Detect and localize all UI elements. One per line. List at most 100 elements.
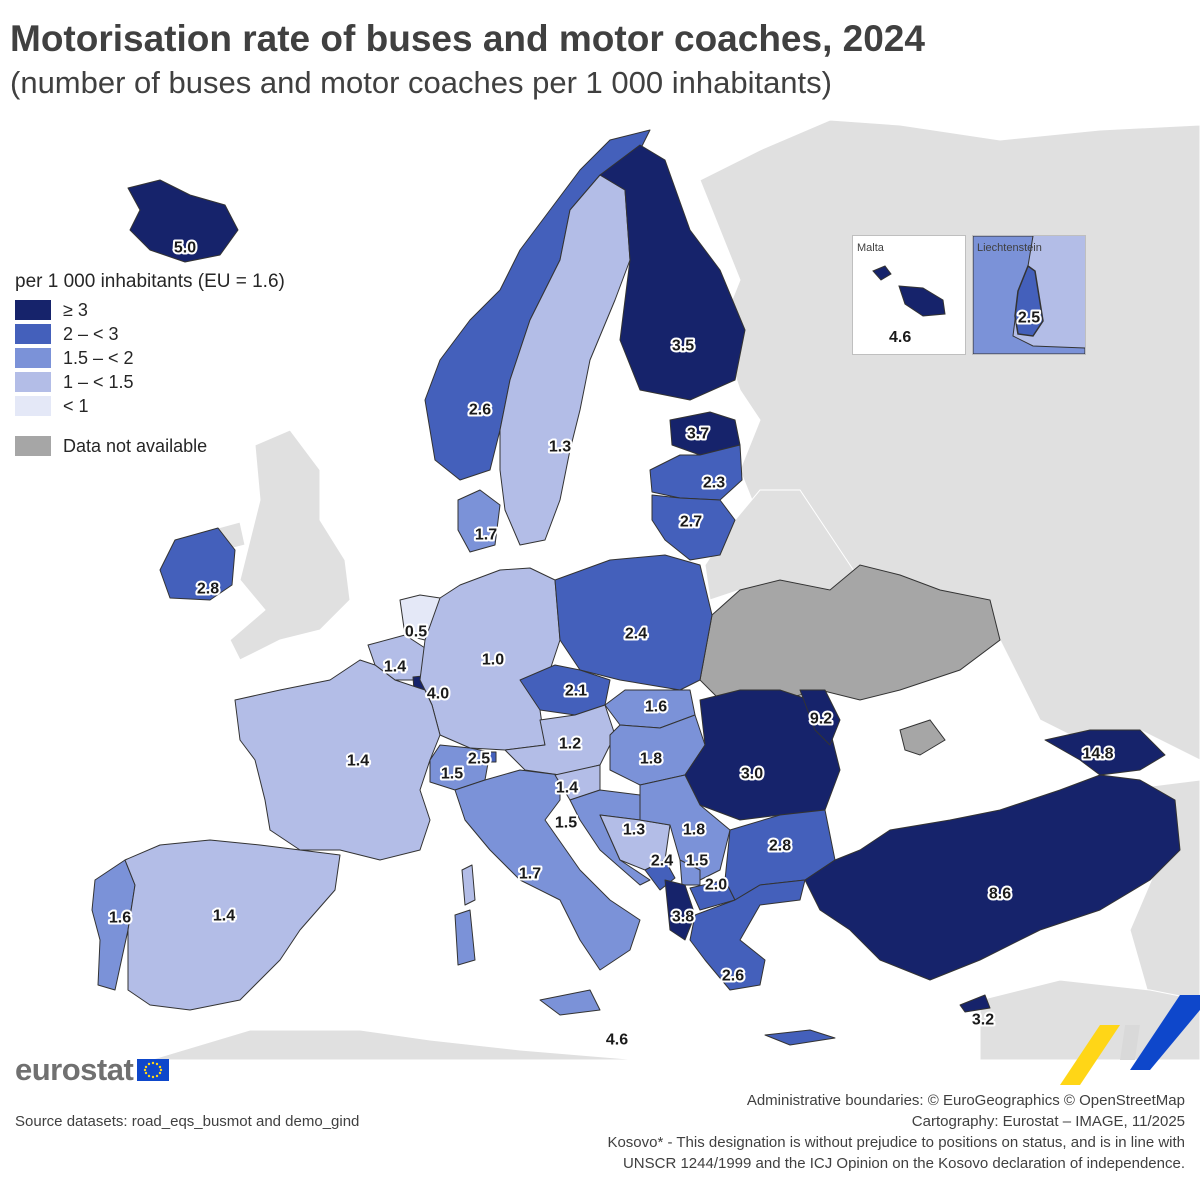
iceland: [127, 179, 239, 263]
legend-swatch: [15, 372, 51, 392]
value-labels: 5.0 2.6 1.3 3.5 3.7 2.3 2.7 1.7 2.8 0.5 1.4 4.0 1.0 2…: [107, 238, 1116, 1049]
legend-title: per 1 000 inhabitants (EU = 1.6): [15, 271, 285, 292]
value-label-lithuania: 2.7: [680, 514, 702, 531]
legend-label: ≥ 3: [63, 299, 88, 320]
value-label-portugal: 1.6: [109, 910, 131, 927]
malta-shape: 4.6: [872, 265, 946, 346]
legend-label: 2 – < 3: [63, 323, 119, 344]
malta-value: 4.6: [889, 329, 911, 346]
legend-label: Data not available: [63, 435, 208, 456]
source-note: Source datasets: road_eqs_busmot and dem…: [15, 1113, 360, 1130]
footer-kosovo-line1: Kosovo* - This designation is without pr…: [607, 1134, 1185, 1151]
albania: [664, 879, 696, 941]
value-label-north-macedonia: 2.0: [705, 877, 727, 894]
finland: [599, 144, 746, 401]
denmark: [457, 489, 501, 553]
legend-swatch: [15, 324, 51, 344]
spain: [124, 839, 341, 1011]
lithuania: [651, 494, 736, 561]
serbia: [639, 774, 731, 881]
liechtenstein-shape: 2.5: [973, 236, 1085, 354]
eurostat-wordmark: eurostat: [15, 1052, 134, 1087]
liechtenstein-neighbor: [973, 236, 1085, 354]
value-label-latvia: 2.3: [703, 475, 725, 492]
value-label-serbia: 1.8: [683, 822, 705, 839]
value-label-cyprus: 3.2: [972, 1012, 994, 1029]
footer-boundaries: Administrative boundaries: © EuroGeograp…: [746, 1092, 1185, 1109]
liechtenstein-area: [1014, 264, 1044, 337]
eu-stars: [144, 1061, 163, 1079]
legend-label: 1.5 – < 2: [63, 347, 134, 368]
kosovo: [679, 859, 701, 886]
value-label-moldova: 9.2: [810, 711, 832, 728]
sweden: [499, 174, 631, 546]
value-label-kosovo: 1.5: [686, 853, 708, 870]
great-britain: [229, 429, 351, 661]
value-label-croatia: 1.5: [555, 815, 577, 832]
inset-liechtenstein-name: Liechtenstein: [977, 242, 1042, 254]
value-label-italy: 1.7: [519, 866, 541, 883]
inset-malta-name: Malta: [857, 242, 884, 254]
value-label-georgia: 14.8: [1082, 746, 1113, 763]
value-label-ireland: 2.8: [197, 581, 219, 598]
cyprus: [959, 994, 991, 1013]
inset-liechtenstein: Liechtenstein 2.5: [972, 235, 1086, 355]
czechia: [519, 664, 611, 716]
eurostat-logo: eurostat: [15, 1052, 170, 1088]
georgia: [1044, 729, 1166, 776]
value-label-iceland: 5.0: [174, 240, 196, 257]
sicily: [539, 989, 601, 1016]
footer-kosovo-line2: UNSCR 1244/1999 and the ICJ Opinion on t…: [622, 1155, 1185, 1172]
legend-item: 1 – < 1.5: [15, 372, 134, 392]
legend-label: < 1: [63, 395, 89, 416]
value-label-romania: 3.0: [741, 766, 763, 783]
value-label-luxembourg: 4.0: [427, 686, 449, 703]
legend-swatch: [15, 396, 51, 416]
value-label-spain: 1.4: [213, 908, 235, 925]
legend-swatch: [15, 348, 51, 368]
corsica: [461, 864, 476, 906]
value-label-montenegro: 2.4: [651, 853, 673, 870]
sardinia: [454, 909, 476, 966]
crete: [764, 1029, 836, 1046]
value-label-czechia: 2.1: [565, 683, 587, 700]
value-label-austria: 1.2: [559, 736, 581, 753]
value-label-belgium: 1.4: [384, 659, 406, 676]
value-label-bosnia-and-herzegovina: 1.3: [623, 822, 645, 839]
eu-flag-icon: [137, 1059, 170, 1081]
legend-item: ≥ 3: [15, 300, 88, 320]
value-label-netherlands: 0.5: [405, 624, 427, 641]
value-label-malta: 4.6: [606, 1032, 628, 1049]
value-label-finland: 3.5: [672, 338, 694, 355]
value-label-poland: 2.4: [625, 626, 647, 643]
greece: [689, 879, 806, 991]
value-label-liechtenstein: 2.5: [468, 751, 490, 768]
value-label-slovakia: 1.6: [645, 699, 667, 716]
value-label-albania: 3.8: [672, 909, 694, 926]
turkiye: [804, 774, 1181, 981]
legend-item: 1.5 – < 2: [15, 348, 134, 368]
moldova: [799, 689, 841, 746]
value-label-slovenia: 1.4: [556, 780, 578, 797]
middle-east: [979, 979, 1200, 1060]
malta-island: [872, 265, 946, 317]
africa-coast: [149, 1029, 641, 1060]
poland: [554, 554, 713, 691]
data-not-available: [699, 564, 1001, 756]
footer-cartography: Cartography: Eurostat – IMAGE, 11/2025: [911, 1113, 1185, 1130]
value-label-bulgaria: 2.8: [769, 838, 791, 855]
crimea: [899, 719, 946, 756]
countries: [91, 129, 1181, 1046]
value-label-sweden: 1.3: [549, 439, 571, 456]
ireland: [159, 527, 236, 601]
value-label-germany: 1.0: [482, 652, 504, 669]
value-label-estonia: 3.7: [687, 426, 709, 443]
italy: [454, 769, 641, 971]
map-subtitle: (number of buses and motor coaches per 1…: [10, 65, 832, 100]
legend-swatch: [15, 436, 51, 456]
value-label-denmark: 1.7: [475, 527, 497, 544]
legend-item-na: Data not available: [15, 436, 207, 456]
france: [234, 659, 441, 861]
legend-item: 2 – < 3: [15, 324, 119, 344]
legend-swatch: [15, 300, 51, 320]
